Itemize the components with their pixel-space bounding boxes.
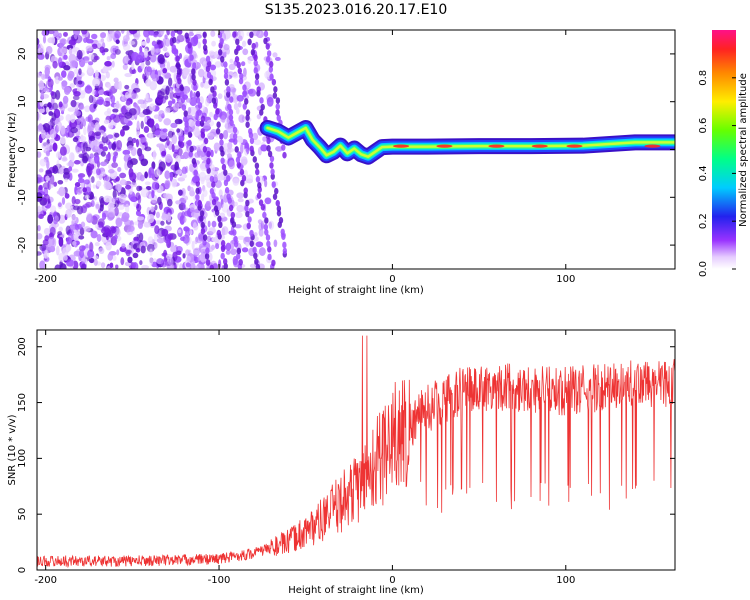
spectrogram-y-ticks: -20 -10 0 10 20 bbox=[17, 48, 675, 253]
ridge-peak bbox=[488, 144, 505, 148]
x-tick-label: -200 bbox=[34, 274, 57, 285]
colorbar-label: Normalized spectral amplitude bbox=[738, 73, 749, 227]
snr-x-ticks: -200 -100 0 100 bbox=[34, 330, 575, 586]
spectrogram-y-label: Frequency (Hz) bbox=[7, 112, 18, 188]
y-tick-label: 10 bbox=[17, 95, 28, 108]
snr-x-label: Height of straight line (km) bbox=[288, 585, 424, 596]
y-tick-label: 0 bbox=[17, 146, 28, 152]
colorbar-gradient bbox=[712, 30, 736, 269]
colorbar-tick-label: 0.4 bbox=[698, 165, 709, 181]
snr-y-ticks: 0 50 100 150 200 bbox=[17, 337, 675, 573]
x-tick-label: 100 bbox=[556, 274, 575, 285]
ridge-peak bbox=[393, 144, 410, 148]
snr-plot-area bbox=[37, 330, 675, 570]
ridge-peak bbox=[644, 144, 661, 148]
y-tick-label: -10 bbox=[17, 189, 28, 205]
y-tick-label: 50 bbox=[17, 508, 28, 521]
spectrogram-image bbox=[37, 30, 675, 269]
ridge-peak bbox=[531, 144, 548, 148]
y-tick-label: 150 bbox=[17, 393, 28, 412]
ridge-peak bbox=[566, 144, 583, 148]
snr-panel: -200 -100 0 100 0 50 100 150 200 Height of stra… bbox=[7, 329, 676, 596]
x-tick-label: 0 bbox=[389, 575, 395, 586]
y-tick-label: -20 bbox=[17, 237, 28, 253]
colorbar: 0.0 0.2 0.4 0.6 0.8 Normalized spectral ampl… bbox=[698, 30, 749, 277]
x-tick-label: -200 bbox=[34, 575, 57, 586]
spectrogram-x-ticks: -200 -100 0 100 bbox=[34, 30, 575, 285]
snr-series-line bbox=[37, 335, 675, 569]
x-tick-label: 100 bbox=[556, 575, 575, 586]
snr-y-label: SNR (10 * v/v) bbox=[7, 414, 18, 485]
ridge-peak bbox=[436, 144, 453, 148]
spectrogram-x-label: Height of straight line (km) bbox=[288, 285, 424, 296]
x-tick-label: 0 bbox=[389, 274, 395, 285]
colorbar-tick-label: 0.2 bbox=[698, 213, 709, 229]
y-tick-label: 20 bbox=[17, 48, 28, 61]
figure-title: S135.2023.016.20.17.E10 bbox=[265, 2, 448, 18]
colorbar-tick-label: 0.0 bbox=[698, 261, 709, 277]
y-tick-label: 200 bbox=[17, 337, 28, 356]
colorbar-tick-label: 0.8 bbox=[698, 70, 709, 86]
x-tick-label: -100 bbox=[208, 274, 231, 285]
x-tick-label: -100 bbox=[208, 575, 231, 586]
colorbar-tick-label: 0.6 bbox=[698, 118, 709, 134]
y-tick-label: 0 bbox=[17, 567, 28, 573]
colorbar-ticks: 0.0 0.2 0.4 0.6 0.8 bbox=[698, 70, 736, 277]
snr-frame bbox=[36, 329, 676, 571]
y-tick-label: 100 bbox=[17, 449, 28, 468]
